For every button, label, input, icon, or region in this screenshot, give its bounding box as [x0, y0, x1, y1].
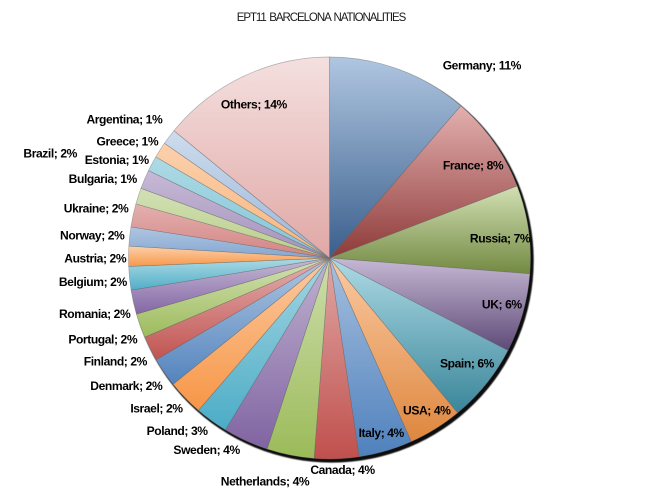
svg-text:Austria; 2%: Austria; 2% — [64, 252, 127, 266]
svg-text:Netherlands; 4%: Netherlands; 4% — [221, 475, 310, 489]
svg-text:Spain; 6%: Spain; 6% — [440, 356, 495, 370]
svg-text:Estonia; 1%: Estonia; 1% — [85, 153, 150, 167]
svg-text:Finland; 2%: Finland; 2% — [84, 354, 148, 368]
svg-text:Denmark; 2%: Denmark; 2% — [90, 379, 163, 393]
svg-text:Belgium; 2%: Belgium; 2% — [59, 275, 128, 289]
svg-text:Canada; 4%: Canada; 4% — [310, 463, 375, 477]
svg-text:Norway; 2%: Norway; 2% — [60, 229, 125, 243]
svg-text:EPT11 BARCELONA NATIONALITIES: EPT11 BARCELONA NATIONALITIES — [237, 12, 407, 24]
svg-text:Poland; 3%: Poland; 3% — [147, 424, 209, 438]
svg-text:Romania; 2%: Romania; 2% — [59, 307, 131, 321]
svg-text:Ukraine; 2%: Ukraine; 2% — [64, 201, 129, 215]
svg-text:Greece; 1%: Greece; 1% — [97, 135, 159, 149]
svg-text:Sweden; 4%: Sweden; 4% — [173, 443, 240, 457]
svg-text:Bulgaria; 1%: Bulgaria; 1% — [69, 172, 138, 186]
svg-text:Israel; 2%: Israel; 2% — [130, 402, 183, 416]
svg-text:Germany; 11%: Germany; 11% — [443, 59, 522, 73]
svg-text:USA; 4%: USA; 4% — [403, 403, 451, 417]
svg-text:Portugal; 2%: Portugal; 2% — [68, 332, 138, 346]
svg-text:Brazil; 2%: Brazil; 2% — [23, 147, 77, 161]
svg-text:Others; 14%: Others; 14% — [221, 97, 288, 111]
svg-text:Russia; 7%: Russia; 7% — [470, 231, 531, 245]
svg-text:Italy; 4%: Italy; 4% — [359, 426, 405, 440]
svg-text:UK; 6%: UK; 6% — [482, 298, 522, 312]
svg-text:France; 8%: France; 8% — [443, 158, 504, 172]
svg-text:Argentina; 1%: Argentina; 1% — [86, 112, 163, 126]
